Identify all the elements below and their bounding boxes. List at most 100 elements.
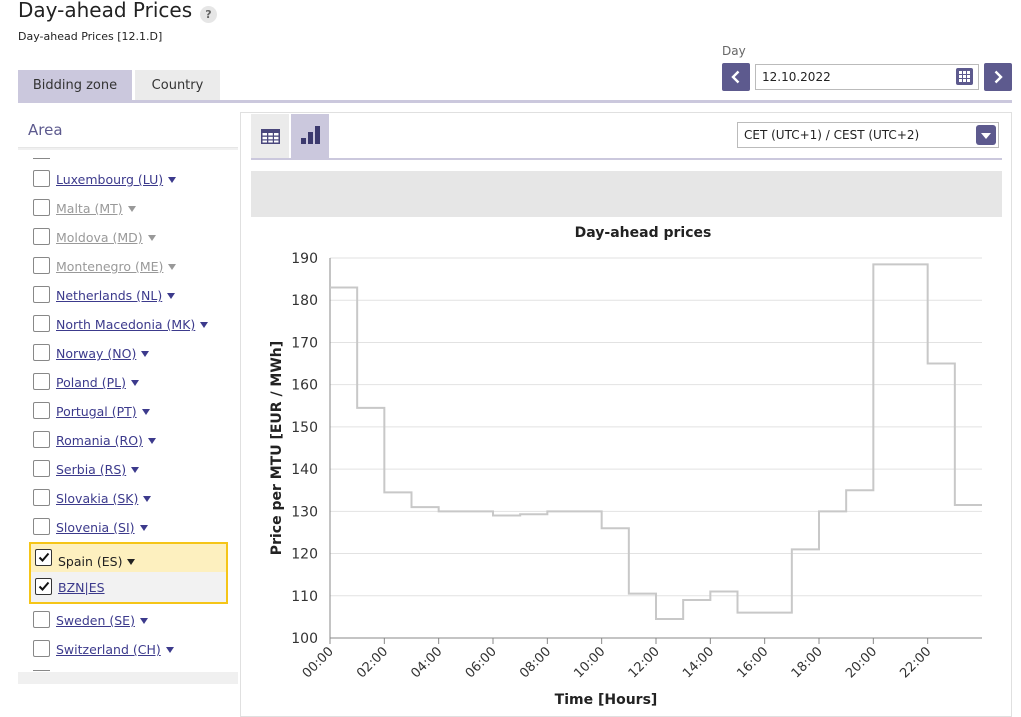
area-checkbox[interactable]	[33, 199, 50, 216]
x-tick-label: 16:00	[734, 644, 771, 681]
day-label: Day	[722, 44, 746, 58]
spain-checkbox[interactable]	[35, 549, 52, 566]
caret-down-icon[interactable]	[167, 293, 176, 299]
area-item-label: Netherlands (NL)	[56, 288, 163, 303]
x-tick-label: 20:00	[843, 644, 880, 681]
area-item[interactable]: Moldova (MD)	[18, 223, 238, 252]
caret-down-icon[interactable]	[131, 467, 140, 473]
area-item-label: Poland (PL)	[56, 375, 126, 390]
area-checkbox[interactable]	[33, 611, 50, 628]
calendar-icon[interactable]	[956, 68, 973, 85]
area-item-label: Sweden (SE)	[56, 613, 135, 628]
area-header	[18, 112, 238, 148]
area-item[interactable]: Netherlands (NL)	[18, 281, 238, 310]
area-item-label: Switzerland (CH)	[56, 642, 161, 657]
caret-down-icon[interactable]	[141, 409, 150, 415]
x-tick-label: 22:00	[897, 644, 934, 681]
area-item[interactable]: Slovenia (SI)	[18, 513, 238, 542]
area-checkbox[interactable]	[33, 402, 50, 419]
area-checkbox[interactable]	[33, 431, 50, 448]
area-item[interactable]: Slovakia (SK)	[18, 484, 238, 513]
area-checkbox[interactable]	[33, 228, 50, 245]
chevron-left-icon	[731, 70, 740, 84]
area-item[interactable]: Switzerland (CH)	[18, 635, 238, 664]
area-checkbox[interactable]	[33, 640, 50, 657]
y-tick-label: 160	[291, 378, 318, 394]
scrolled-item-edge	[33, 670, 50, 672]
area-item-label: Norway (NO)	[56, 346, 137, 361]
bzn-es-link[interactable]: BZN|ES	[58, 580, 105, 595]
area-item[interactable]: Poland (PL)	[18, 368, 238, 397]
help-icon[interactable]: ?	[200, 6, 217, 23]
area-item-label: Serbia (RS)	[56, 462, 127, 477]
area-item[interactable]: Norway (NO)	[18, 339, 238, 368]
chevron-right-icon	[994, 70, 1003, 84]
caret-down-icon[interactable]	[141, 351, 150, 357]
next-day-button[interactable]	[984, 63, 1012, 91]
tabs-underline	[18, 100, 1012, 103]
bzn-es-checkbox[interactable]	[35, 578, 52, 595]
area-item-label: Slovakia (SK)	[56, 491, 139, 506]
area-item-label: Romania (RO)	[56, 433, 143, 448]
chart-view-button[interactable]	[291, 114, 329, 158]
caret-down-icon[interactable]	[127, 206, 136, 212]
dropdown-arrow-icon[interactable]	[976, 125, 996, 145]
y-tick-label: 120	[291, 547, 318, 563]
chart-title: Day-ahead prices	[575, 225, 712, 241]
area-item-label: Moldova (MD)	[56, 230, 143, 245]
table-icon	[261, 129, 280, 144]
tab-country[interactable]: Country	[135, 70, 220, 101]
x-tick-label: 12:00	[626, 644, 663, 681]
panel-footer	[18, 706, 238, 717]
timezone-select[interactable]: CET (UTC+1) / CEST (UTC+2)	[737, 122, 999, 148]
y-tick-label: 190	[291, 251, 318, 267]
previous-day-button[interactable]	[722, 63, 750, 91]
area-item-label: Malta (MT)	[56, 201, 123, 216]
caret-down-icon[interactable]	[147, 235, 156, 241]
caret-down-icon[interactable]	[139, 525, 148, 531]
selected-area-row[interactable]: Spain (ES)	[31, 544, 226, 572]
caret-down-icon[interactable]	[127, 559, 136, 565]
area-checkbox[interactable]	[33, 518, 50, 535]
area-item[interactable]: Luxembourg (LU)	[18, 165, 238, 194]
caret-down-icon[interactable]	[165, 647, 174, 653]
price-chart: Day-ahead prices 100 110 120 130 140 150 160 170…	[269, 225, 982, 708]
area-item[interactable]: Romania (RO)	[18, 426, 238, 455]
x-tick-label: 06:00	[463, 644, 500, 681]
caret-down-icon[interactable]	[139, 618, 148, 624]
y-tick-label: 150	[291, 420, 318, 436]
area-item[interactable]: Portugal (PT)	[18, 397, 238, 426]
date-input[interactable]	[755, 64, 979, 90]
caret-down-icon[interactable]	[168, 177, 177, 183]
caret-down-icon[interactable]	[147, 438, 156, 444]
area-checkbox[interactable]	[33, 373, 50, 390]
x-tick-label: 02:00	[354, 644, 391, 681]
area-item-label: North Macedonia (MK)	[56, 317, 196, 332]
y-tick-label: 180	[291, 293, 318, 309]
caret-down-icon[interactable]	[130, 380, 139, 386]
area-checkbox[interactable]	[33, 489, 50, 506]
bar-chart-icon	[301, 126, 320, 144]
selected-zone-row[interactable]: BZN|ES	[31, 572, 226, 602]
scrolled-item-edge	[33, 158, 50, 159]
area-checkbox[interactable]	[33, 170, 50, 187]
area-checkbox[interactable]	[33, 460, 50, 477]
area-checkbox[interactable]	[33, 257, 50, 274]
area-item-label: Portugal (PT)	[56, 404, 137, 419]
area-item[interactable]: Serbia (RS)	[18, 455, 238, 484]
table-view-button[interactable]	[251, 114, 289, 158]
y-tick-label: 100	[291, 631, 318, 647]
area-item[interactable]: Sweden (SE)	[18, 606, 238, 635]
x-tick-label: 04:00	[408, 644, 445, 681]
tab-bidding-zone[interactable]: Bidding zone	[18, 70, 132, 101]
caret-down-icon[interactable]	[200, 322, 209, 328]
area-item[interactable]: Montenegro (ME)	[18, 252, 238, 281]
area-item[interactable]: Malta (MT)	[18, 194, 238, 223]
caret-down-icon[interactable]	[168, 264, 177, 270]
area-checkbox[interactable]	[33, 286, 50, 303]
area-checkbox[interactable]	[33, 315, 50, 332]
area-item[interactable]: North Macedonia (MK)	[18, 310, 238, 339]
caret-down-icon[interactable]	[143, 496, 152, 502]
area-checkbox[interactable]	[33, 344, 50, 361]
y-tick-label: 130	[291, 504, 318, 520]
